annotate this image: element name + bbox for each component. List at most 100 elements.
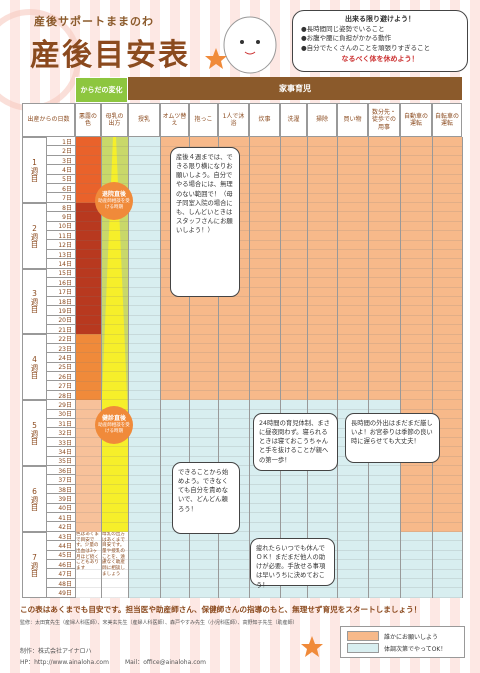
speech-bubble: 24時間の育児体制、まさに昼夜問わず。寝られるときは寝ておこうちゃんと手を抜ける…: [253, 413, 338, 471]
day-label: 34日: [47, 447, 75, 457]
grid: [22, 137, 462, 598]
speech-bubble: 長時間の外出はまだまだ厳しいよ！お宮参りは季節の良い時に遅らせても大丈夫！: [345, 413, 440, 463]
day-label: 42日: [47, 522, 75, 532]
speech-bubble: 疲れたらいつでも休んでＯＫ！まだまだ他人の助けが必要。手放せる事項は早いうちに決…: [250, 538, 335, 589]
day-label: 12日: [47, 240, 75, 250]
cell-fill: [128, 137, 160, 598]
cell-fill: [75, 202, 101, 335]
grid-v: [218, 137, 219, 598]
column-header: 買い物: [337, 103, 368, 137]
column-header: 母乳の出方: [101, 103, 128, 137]
grid-v: [75, 137, 76, 598]
stage-note: 助産師相談を受ける時期: [98, 423, 130, 434]
grid-v: [432, 137, 433, 598]
column-header: 出産からの日数: [22, 103, 75, 137]
day-label: 44日: [47, 541, 75, 551]
cell-fill: [75, 531, 101, 598]
column-header: 洗濯: [280, 103, 307, 137]
legend-swatch: [347, 631, 379, 641]
notice: 出来る限り避けよう！ ●長時間同じ姿勢でいること ●お腹や腰に負担がかかる動作 ●自分…: [292, 10, 468, 72]
week-label: 1週目: [22, 137, 47, 203]
day-label: 32日: [47, 428, 75, 438]
legend-text: 誰かにお願いしよう: [384, 633, 439, 641]
legend: 誰かにお願いしよう 体調次第でやってOK！: [340, 626, 465, 658]
day-label: 31日: [47, 419, 75, 429]
day-label: 46日: [47, 560, 75, 570]
title: 産後目安表: [30, 38, 190, 73]
hp: HP：http://www.ainaloha.com: [20, 659, 109, 666]
day-label: 47日: [47, 569, 75, 579]
lochia-note: 色はあくまで目安です。少量の出血は3ヶ月ほど続くこともあります: [76, 531, 99, 572]
column-header: 炊事: [249, 103, 280, 137]
notice-footer: なるべく体を休めよう！: [341, 54, 419, 63]
column-header: 自動車の運転: [400, 103, 432, 137]
week-label: 6週目: [22, 466, 47, 532]
week-label: 5週目: [22, 400, 47, 466]
day-label: 35日: [47, 456, 75, 466]
body-header: からだの変化: [75, 77, 128, 103]
grid-v: [462, 137, 463, 598]
grid-v: [101, 137, 102, 598]
week-label: 7週目: [22, 531, 47, 598]
day-label: 36日: [47, 466, 75, 476]
day-label: 3日: [47, 155, 75, 166]
grid-v: [128, 137, 129, 598]
day-label: 19日: [47, 306, 75, 316]
legend-swatch: [347, 643, 379, 653]
day-label: 6日: [47, 184, 75, 194]
notice-item: ●長時間同じ姿勢でいること: [301, 24, 385, 33]
day-label: 28日: [47, 390, 75, 401]
week-label: 2週目: [22, 202, 47, 269]
notice-item: ●お腹や腰に負担がかかる動作: [301, 34, 392, 43]
day-label: 15日: [47, 268, 75, 278]
day-label: 10日: [47, 221, 75, 231]
notice-heading: 出来る限り避けよう！: [345, 15, 415, 23]
day-label: 33日: [47, 437, 75, 448]
milk-note: 母乳の出方はあくまで目安です。量や授乳のことを、遠慮なく助産師に相談しましょう: [102, 531, 125, 577]
day-label: 17日: [47, 287, 75, 297]
day-label: 8日: [47, 202, 75, 213]
day-label: 49日: [47, 588, 75, 598]
day-label: 39日: [47, 494, 75, 504]
day-label: 2日: [47, 146, 75, 156]
day-label: 38日: [47, 484, 75, 495]
day-label: 43日: [47, 531, 75, 542]
grid-v: [280, 137, 281, 598]
day-label: 7日: [47, 193, 75, 203]
column-header: オムツ替え: [160, 103, 189, 137]
column-header: 掃除: [307, 103, 337, 137]
day-label: 23日: [47, 343, 75, 354]
day-label: 26日: [47, 372, 75, 382]
day-label: 21日: [47, 325, 75, 335]
column-header: 抱っこ: [189, 103, 218, 137]
mail: Mail：office@ainaloha.com: [125, 659, 207, 666]
stage-label: 退院直後 助産師相談を受ける時期: [95, 182, 133, 220]
grid-v: [368, 137, 369, 598]
day-label: 4日: [47, 165, 75, 175]
day-label: 11日: [47, 231, 75, 241]
grid-v: [337, 137, 338, 598]
speech-bubble: 産後４週までは、できる限り横になりお願いしよう。自分でやる場合には、無理のない範…: [170, 147, 240, 297]
grid-v: [249, 137, 250, 598]
day-label: 5日: [47, 174, 75, 184]
legend-item: 体調次第でやってOK！: [347, 642, 458, 654]
grid-v: [160, 137, 161, 598]
cell-fill: [75, 334, 101, 401]
grid-v: [400, 137, 401, 598]
day-label: 18日: [47, 296, 75, 307]
week-label: 4週目: [22, 334, 47, 401]
column-header: 授乳: [128, 103, 160, 137]
legend-item: 誰かにお願いしよう: [347, 630, 458, 642]
stage-title: 健診直後: [101, 415, 126, 423]
day-label: 48日: [47, 578, 75, 589]
day-label: 25日: [47, 362, 75, 372]
cell-fill: [101, 531, 128, 598]
day-label: 37日: [47, 475, 75, 485]
column-header: 数分先・徒歩での用事: [368, 103, 400, 137]
day-label: 24日: [47, 353, 75, 363]
week-label: 3週目: [22, 268, 47, 335]
day-label: 30日: [47, 409, 75, 419]
day-label: 40日: [47, 503, 75, 513]
day-label: 41日: [47, 513, 75, 523]
